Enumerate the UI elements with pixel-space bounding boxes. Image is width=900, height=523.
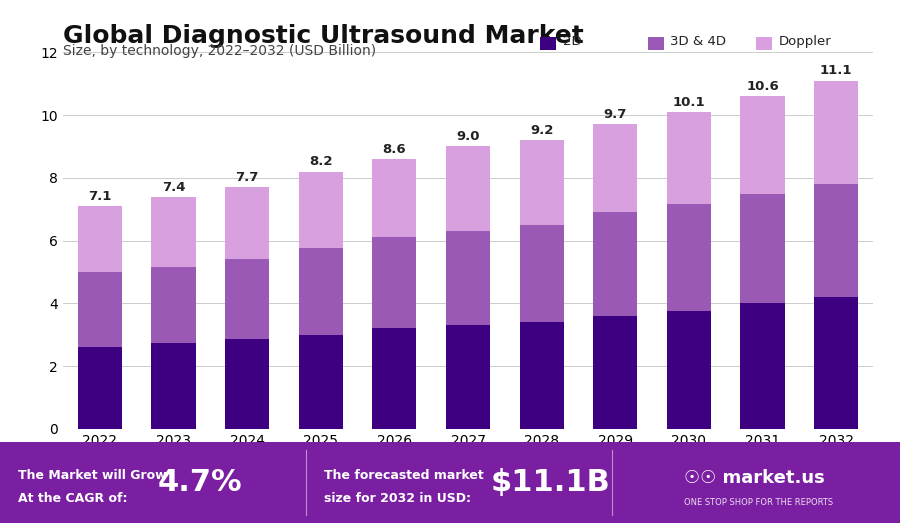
- Bar: [151, 343, 195, 429]
- Bar: [814, 297, 859, 429]
- Bar: [593, 124, 637, 212]
- Text: ONE STOP SHOP FOR THE REPORTS: ONE STOP SHOP FOR THE REPORTS: [684, 498, 833, 507]
- Bar: [446, 231, 491, 325]
- Bar: [299, 248, 343, 335]
- Bar: [373, 237, 417, 328]
- Bar: [593, 212, 637, 316]
- Bar: [77, 206, 122, 272]
- Text: size for 2032 in USD:: size for 2032 in USD:: [324, 492, 471, 505]
- Text: Doppler: Doppler: [778, 36, 832, 48]
- Text: 3D & 4D: 3D & 4D: [670, 36, 726, 48]
- Bar: [373, 328, 417, 429]
- Bar: [519, 140, 563, 225]
- Text: 8.2: 8.2: [309, 155, 332, 168]
- Bar: [446, 146, 491, 231]
- Bar: [151, 267, 195, 343]
- Text: 4.7%: 4.7%: [158, 468, 242, 497]
- Bar: [225, 339, 269, 429]
- Bar: [741, 96, 785, 194]
- Text: 10.6: 10.6: [746, 80, 778, 93]
- Text: 8.6: 8.6: [382, 143, 406, 156]
- Bar: [667, 112, 711, 204]
- Bar: [77, 272, 122, 347]
- Bar: [299, 335, 343, 429]
- Bar: [519, 225, 563, 322]
- Text: 2D: 2D: [562, 36, 581, 48]
- Text: 9.0: 9.0: [456, 130, 480, 143]
- Text: 7.1: 7.1: [88, 190, 112, 203]
- Bar: [225, 259, 269, 339]
- FancyBboxPatch shape: [0, 442, 900, 523]
- Text: $11.1B: $11.1B: [491, 468, 610, 497]
- Bar: [77, 347, 122, 429]
- Text: 7.4: 7.4: [162, 180, 185, 194]
- Bar: [814, 81, 859, 184]
- Bar: [814, 184, 859, 297]
- Text: 9.2: 9.2: [530, 124, 554, 137]
- Bar: [667, 204, 711, 311]
- Bar: [225, 187, 269, 259]
- Bar: [446, 325, 491, 429]
- Text: Global Diagnostic Ultrasound Market: Global Diagnostic Ultrasound Market: [63, 24, 584, 48]
- Bar: [519, 322, 563, 429]
- Text: ☉☉ market.us: ☉☉ market.us: [684, 470, 824, 487]
- Text: The forecasted market: The forecasted market: [324, 470, 484, 483]
- Bar: [741, 194, 785, 303]
- Bar: [151, 197, 195, 267]
- Bar: [373, 159, 417, 237]
- Text: 9.7: 9.7: [604, 108, 627, 121]
- Text: Size, by technology, 2022–2032 (USD Billion): Size, by technology, 2022–2032 (USD Bill…: [63, 44, 376, 59]
- Bar: [667, 311, 711, 429]
- Text: At the CAGR of:: At the CAGR of:: [18, 492, 128, 505]
- Text: The Market will Grow: The Market will Grow: [18, 470, 166, 483]
- Bar: [593, 316, 637, 429]
- Bar: [299, 172, 343, 248]
- Bar: [741, 303, 785, 429]
- Text: 7.7: 7.7: [236, 171, 259, 184]
- Text: 11.1: 11.1: [820, 64, 852, 77]
- Text: 10.1: 10.1: [672, 96, 706, 109]
